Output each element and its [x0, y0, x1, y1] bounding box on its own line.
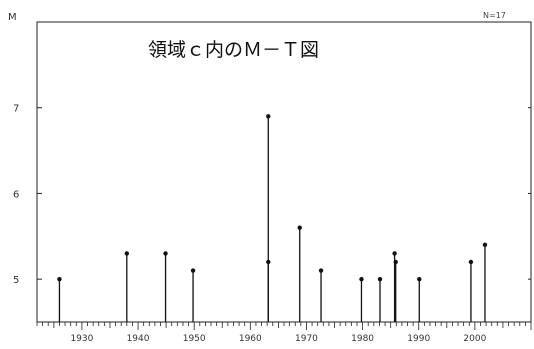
y-axis-ticks: 5 6 7 [13, 104, 531, 286]
stem-point [392, 251, 397, 256]
stem-point [318, 268, 324, 273]
stem-point [417, 276, 422, 282]
x-tick-label: 1940 [127, 334, 150, 344]
y-tick-label: 6 [13, 189, 19, 200]
x-tick-label: 1950 [183, 334, 206, 344]
stem-point [266, 114, 271, 119]
stem-point [163, 251, 168, 256]
y-axis-label: M [8, 12, 17, 23]
x-axis-ticks: 1930 1940 1950 1960 1970 1980 1990 2000 [36, 322, 532, 344]
count-label: N=17 [483, 11, 506, 20]
x-tick-label: 1960 [239, 334, 262, 344]
x-tick-label: 2000 [463, 334, 486, 344]
x-tick-label: 1990 [407, 334, 430, 344]
x-tick-label: 1970 [295, 334, 318, 344]
stem-point [393, 259, 398, 265]
stem-point [482, 242, 488, 248]
x-tick-label: 1980 [351, 334, 374, 344]
stem-point [57, 276, 62, 282]
stem-point [190, 268, 196, 273]
stem-point [297, 225, 302, 230]
stem-point [359, 276, 364, 282]
stem-point [124, 251, 130, 256]
stem-series [57, 114, 488, 322]
chart-title: 領域ｃ内のＭ－Ｔ図 [148, 39, 319, 61]
plot-frame [36, 21, 532, 323]
stem-point [377, 276, 383, 282]
stem-point [468, 259, 474, 265]
y-tick-label: 7 [13, 104, 19, 115]
y-tick-label: 5 [13, 275, 19, 286]
stem-point [266, 259, 271, 265]
x-tick-label: 1930 [70, 334, 93, 344]
